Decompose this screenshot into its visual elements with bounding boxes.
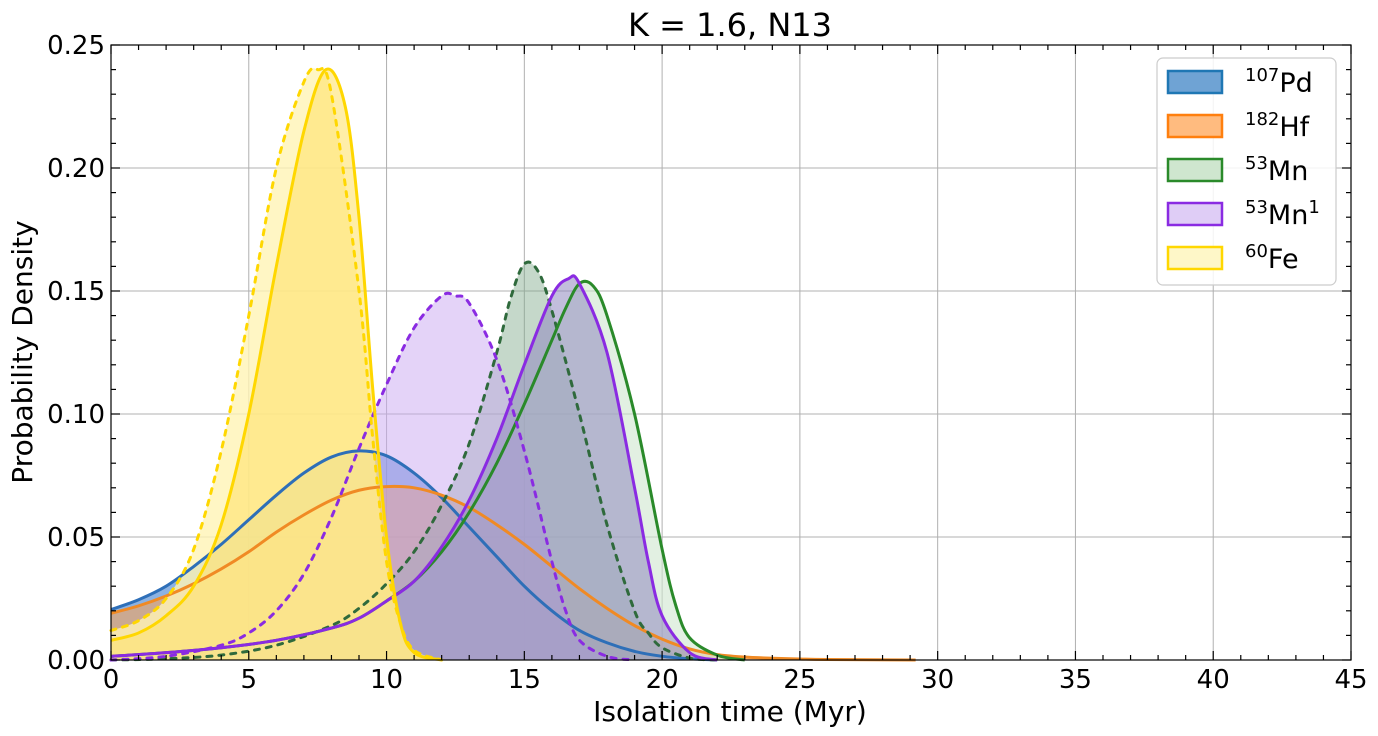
area-fe_solid xyxy=(111,68,442,660)
y-tick-label: 0.00 xyxy=(47,646,105,676)
legend-mass-number: 107 xyxy=(1245,65,1279,86)
y-tick-label: 0.05 xyxy=(47,523,105,553)
legend-swatch xyxy=(1166,201,1224,227)
legend-element: Mn xyxy=(1268,156,1308,187)
line-pd_solid xyxy=(110,449,718,662)
line-mn1_solid xyxy=(110,274,718,662)
x-tick-label: 5 xyxy=(241,665,258,695)
y-axis-label: Probability Density xyxy=(6,220,39,483)
legend-entry: 182Hf xyxy=(1166,109,1311,143)
series-lines xyxy=(109,66,916,662)
x-tick-label: 45 xyxy=(1334,665,1367,695)
legend-element: Pd xyxy=(1279,68,1312,99)
y-tick-label: 0.15 xyxy=(47,277,105,307)
legend-entry: 60Fe xyxy=(1166,241,1299,275)
legend-label: 53Mn1 xyxy=(1245,197,1320,231)
y-tick-label: 0.20 xyxy=(47,154,105,184)
x-tick-label: 20 xyxy=(646,665,679,695)
legend-label: 182Hf xyxy=(1245,109,1311,143)
legend-label: 53Mn xyxy=(1245,153,1308,187)
x-tick-labels: 0 5 10 15 20 25 30 35 40 45 xyxy=(103,665,1368,695)
line-mn_dashed xyxy=(109,260,719,662)
x-tick-label: 15 xyxy=(508,665,541,695)
y-tick-labels: 0.00 0.05 0.10 0.15 0.20 0.25 xyxy=(47,31,105,676)
x-tick-label: 0 xyxy=(103,665,120,695)
line-mn1_dashed xyxy=(109,291,637,662)
plot-area xyxy=(109,66,916,662)
legend-swatch xyxy=(1166,157,1224,183)
legend-label: 107Pd xyxy=(1245,65,1313,99)
legend-entry: 53Mn1 xyxy=(1166,197,1320,231)
y-tick-label: 0.25 xyxy=(47,31,105,61)
legend-mass-number: 53 xyxy=(1245,197,1268,218)
series-fills xyxy=(111,68,916,660)
x-tick-label: 40 xyxy=(1197,665,1230,695)
legend-mass-number: 53 xyxy=(1245,153,1268,174)
axes-frame xyxy=(110,44,1352,661)
legend-entry: 53Mn xyxy=(1166,153,1308,187)
legend-entry: 107Pd xyxy=(1166,65,1313,99)
legend-superscript: 1 xyxy=(1308,197,1319,218)
legend-mass-number: 182 xyxy=(1245,109,1279,130)
line-hf_solid xyxy=(110,484,916,662)
y-tick-label: 0.10 xyxy=(47,400,105,430)
legend-swatch xyxy=(1166,245,1224,271)
legend-element: Hf xyxy=(1279,112,1310,143)
line-fe_solid xyxy=(110,67,443,662)
legend-swatch xyxy=(1166,69,1224,95)
x-axis-label: Isolation time (Myr) xyxy=(593,695,867,728)
legend-element: Mn xyxy=(1268,200,1308,231)
x-tick-label: 25 xyxy=(783,665,816,695)
area-mn1_solid xyxy=(111,275,718,660)
legend-element: Fe xyxy=(1268,244,1299,275)
legend-mass-number: 60 xyxy=(1245,241,1268,262)
line-fe_dashed xyxy=(109,66,444,662)
legend-label: 60Fe xyxy=(1245,241,1299,275)
legend-swatch xyxy=(1166,113,1224,139)
x-tick-label: 10 xyxy=(370,665,403,695)
x-tick-label: 30 xyxy=(921,665,954,695)
chart-title: K = 1.6, N13 xyxy=(628,6,832,44)
x-tick-label: 35 xyxy=(1059,665,1092,695)
